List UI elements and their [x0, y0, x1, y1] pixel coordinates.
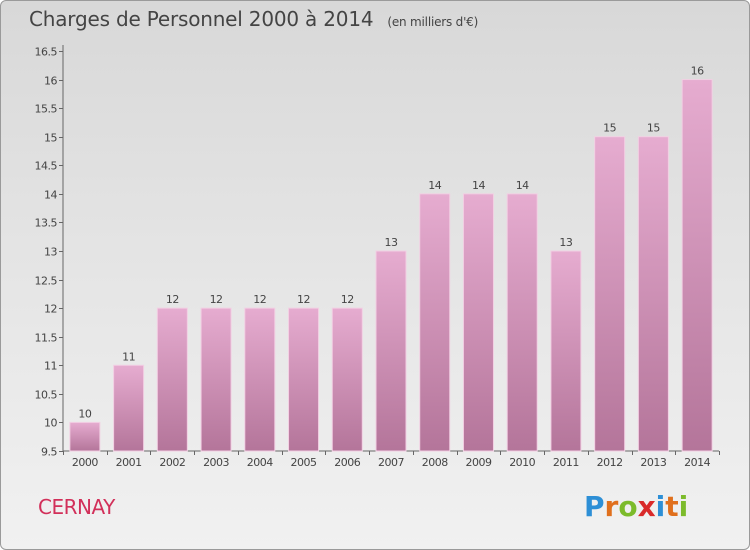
y-tick-label: 13.5 — [35, 217, 58, 230]
y-tick-label: 16 — [44, 75, 57, 88]
data-label: 10 — [78, 407, 91, 420]
bar — [200, 307, 232, 452]
bar — [375, 250, 407, 452]
bar — [637, 136, 669, 452]
x-tick-label: 2011 — [553, 456, 579, 469]
x-tick-label: 2007 — [378, 456, 404, 469]
data-label: 15 — [603, 122, 616, 135]
x-tick-label: 2000 — [72, 456, 98, 469]
data-label: 12 — [297, 293, 310, 306]
data-label: 12 — [210, 293, 223, 306]
bar — [331, 307, 363, 452]
x-tick-label: 2013 — [640, 456, 666, 469]
x-tick-label: 2008 — [422, 456, 448, 469]
x-tick-label: 2010 — [509, 456, 535, 469]
data-label: 13 — [559, 236, 572, 249]
data-label: 14 — [516, 179, 529, 192]
y-tick-label: 16.5 — [35, 46, 58, 59]
x-tick-label: 2009 — [465, 456, 491, 469]
data-labels-group: 10 11 12 12 12 12 12 13 14 14 14 13 15 15 16 — [78, 65, 704, 421]
bar — [419, 193, 451, 452]
logo-letter: i — [678, 490, 689, 523]
proxiti-logo[interactable]: Proxiti — [584, 490, 688, 523]
logo-letter: i — [655, 490, 666, 523]
logo-letter: P — [584, 490, 605, 523]
data-label: 14 — [428, 179, 441, 192]
y-tick-label: 12.5 — [35, 275, 58, 288]
bar — [244, 307, 276, 452]
y-tick-label: 9.5 — [41, 446, 57, 459]
x-tick-label: 2005 — [291, 456, 317, 469]
y-tick-label: 10 — [44, 417, 57, 430]
commune-name: CERNAY — [38, 495, 115, 519]
x-tick-label: 2006 — [334, 456, 360, 469]
data-label: 14 — [472, 179, 485, 192]
bar — [69, 421, 101, 452]
y-tick-label: 15 — [44, 132, 57, 145]
data-label: 11 — [122, 350, 135, 363]
y-tick-label: 15.5 — [35, 103, 58, 116]
bar — [506, 193, 538, 452]
data-label: 12 — [253, 293, 266, 306]
data-label: 12 — [341, 293, 354, 306]
x-tick-label: 2002 — [159, 456, 185, 469]
data-label: 12 — [166, 293, 179, 306]
y-tick-label: 10.5 — [35, 389, 58, 402]
data-label: 15 — [647, 122, 660, 135]
x-tick-label: 2014 — [684, 456, 710, 469]
chart-title-text: Charges de Personnel 2000 à 2014 — [29, 7, 374, 31]
y-tick-label: 12 — [44, 303, 57, 316]
logo-letter: r — [604, 490, 619, 523]
axes: 9.5 10 10.5 11 11.5 12 12.5 13 13.5 14 14.5 15 15.5 1… — [35, 45, 720, 469]
data-label: 16 — [691, 65, 704, 78]
bar — [113, 364, 145, 452]
logo-letter: t — [665, 490, 679, 523]
y-tick-label: 14 — [44, 189, 57, 202]
y-tick-label: 13 — [44, 246, 57, 259]
bars-group — [69, 79, 713, 452]
y-tick-label: 14.5 — [35, 160, 58, 173]
bar — [156, 307, 188, 452]
bar — [681, 79, 713, 452]
y-tick-label: 11 — [44, 360, 57, 373]
x-tick-label: 2003 — [203, 456, 229, 469]
y-tick-label: 11.5 — [35, 332, 58, 345]
chart-subtitle: (en milliers d'€) — [387, 15, 479, 29]
x-tick-label: 2004 — [247, 456, 273, 469]
x-tick-label: 2001 — [116, 456, 142, 469]
chart-title: Charges de Personnel 2000 à 2014 (en mill… — [29, 7, 478, 31]
logo-letter: x — [637, 490, 656, 523]
bar — [550, 250, 582, 452]
x-tick-label: 2012 — [597, 456, 623, 469]
bar — [594, 136, 626, 452]
bar — [288, 307, 320, 452]
data-label: 13 — [385, 236, 398, 249]
bar — [462, 193, 494, 452]
logo-letter: o — [618, 490, 638, 523]
